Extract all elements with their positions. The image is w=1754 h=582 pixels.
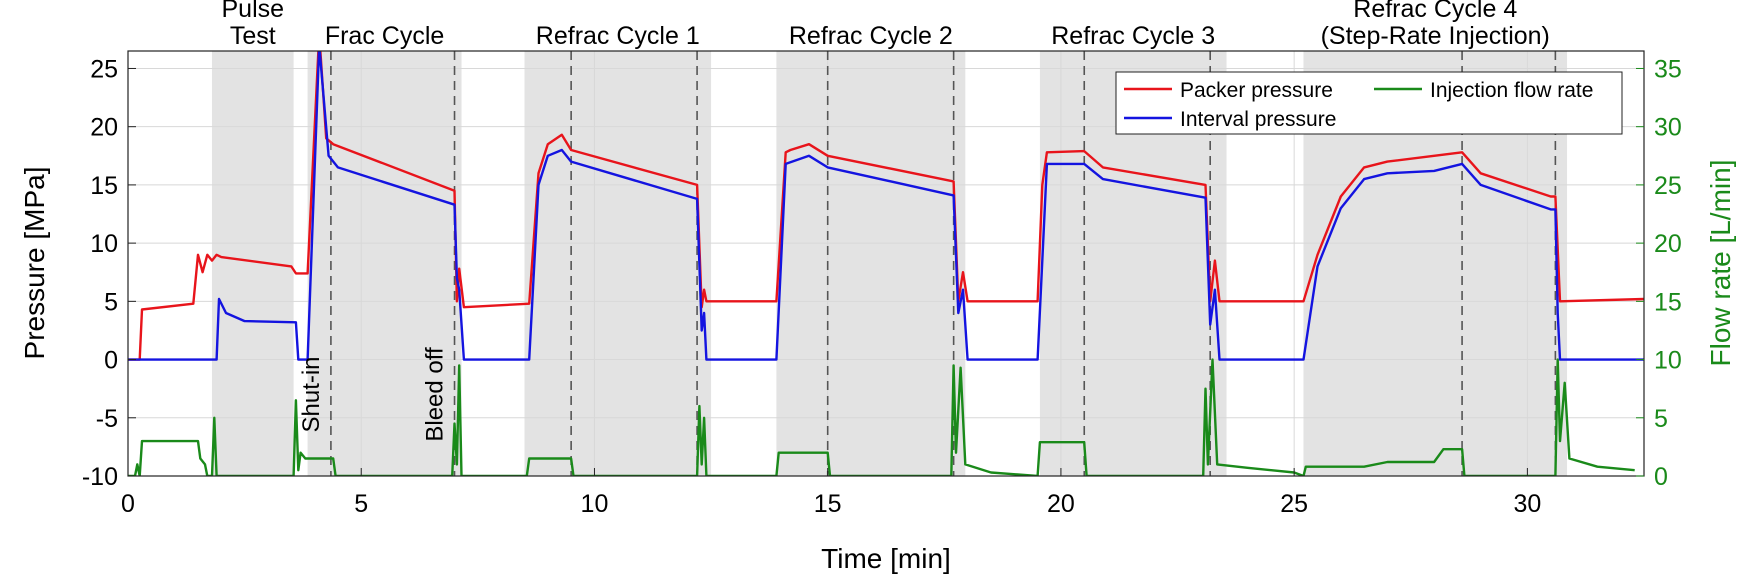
legend-label: Injection flow rate: [1430, 79, 1593, 102]
region-label: Refrac Cycle 4: [1353, 0, 1517, 23]
cycle-region: [776, 51, 966, 476]
series-line: [128, 358, 1635, 476]
series-line: [128, 51, 1644, 361]
y2-tick-label: 25: [1654, 172, 1682, 200]
cycle-region: [524, 51, 712, 476]
cycle-region: [307, 51, 462, 476]
x-tick-label: 15: [814, 490, 842, 518]
x-tick-label: 20: [1047, 490, 1075, 518]
cycle-region: [211, 51, 294, 476]
region-label: Refrac Cycle 2: [789, 22, 953, 50]
annotation: Bleed off: [422, 347, 449, 442]
y-tick-label: 25: [90, 55, 118, 83]
y-tick-label: 10: [90, 230, 118, 258]
region-label: (Step-Rate Injection): [1321, 22, 1550, 50]
region-label: Frac Cycle: [325, 22, 444, 50]
x-tick-label: 5: [354, 490, 368, 518]
region-label: Refrac Cycle 3: [1051, 22, 1215, 50]
x-tick-label: 25: [1280, 490, 1308, 518]
region-label: Test: [230, 22, 276, 50]
y-tick-label: 15: [90, 172, 118, 200]
background-layer: [127, 51, 1644, 477]
y2-tick-label: 15: [1654, 288, 1682, 316]
y2-tick-label: 35: [1654, 55, 1682, 83]
x-tick-label: 30: [1513, 490, 1541, 518]
y-axis-label: Pressure [MPa]: [19, 167, 50, 360]
region-label: Pulse: [222, 0, 285, 23]
region-label: Refrac Cycle 1: [536, 22, 700, 50]
x-tick-label: 0: [121, 490, 135, 518]
x-axis-label: Time [min]: [821, 543, 951, 574]
legend-box: [1115, 71, 1623, 135]
y-tick-label: 0: [104, 347, 118, 375]
plot-frame: [127, 50, 1645, 477]
y-tick-label: -5: [96, 405, 118, 433]
y-tick-label: 5: [104, 288, 118, 316]
legend-label: Packer pressure: [1180, 79, 1333, 102]
annotation: Shut-in: [298, 356, 325, 432]
y2-tick-label: 20: [1654, 230, 1682, 258]
y2-tick-label: 0: [1654, 463, 1668, 491]
x-tick-label: 10: [581, 490, 609, 518]
y-tick-label: -10: [82, 463, 118, 491]
series-layer: [128, 51, 1644, 476]
series-line: [128, 51, 1644, 361]
y2-tick-label: 5: [1654, 405, 1668, 433]
legend-label: Interval pressure: [1180, 108, 1336, 131]
y2-axis-label: Flow rate [L/min]: [1705, 160, 1736, 367]
y2-tick-label: 30: [1654, 114, 1682, 142]
y-tick-label: 20: [90, 114, 118, 142]
y2-tick-label: 10: [1654, 347, 1682, 375]
